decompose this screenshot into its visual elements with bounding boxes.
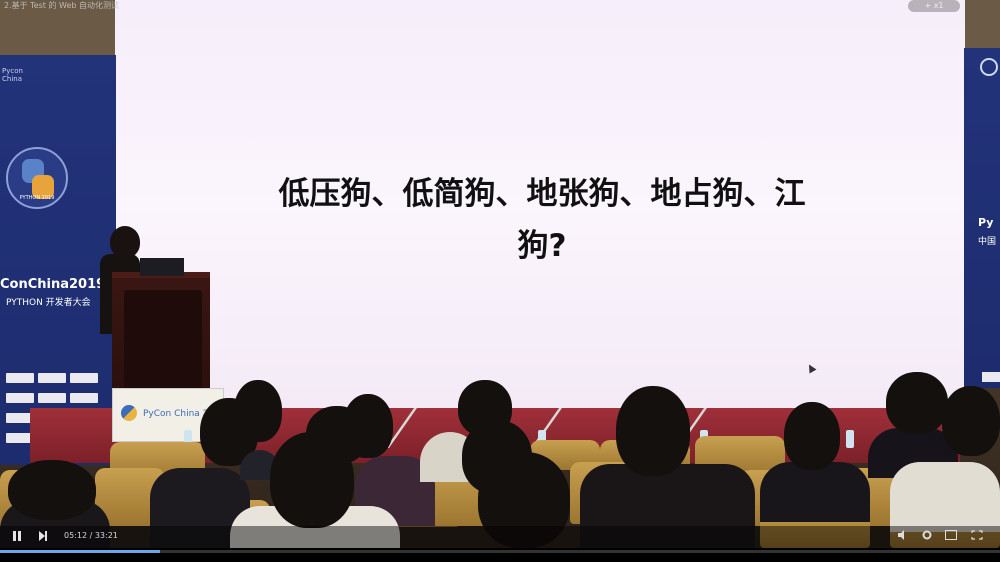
banner-right-subtext: 中国 xyxy=(978,237,997,247)
banner-emblem-icon xyxy=(980,58,998,76)
slide-line-1: 低压狗、低简狗、地张狗、地占狗、江 xyxy=(278,176,806,212)
slide-text: 低压狗、低简狗、地张狗、地占狗、江 狗? xyxy=(207,168,877,272)
pause-icon[interactable] xyxy=(12,530,22,547)
time-display: 05:12 / 33:21 xyxy=(64,531,118,540)
mouse-cursor-icon xyxy=(805,362,817,374)
wall-left xyxy=(0,0,115,60)
podium-front xyxy=(124,290,202,390)
audience-head xyxy=(886,372,948,434)
speaker-head xyxy=(110,226,140,258)
python-logo-icon: PYTHON 2019 xyxy=(6,147,68,209)
picture-in-picture-icon[interactable] xyxy=(944,530,958,542)
pycon-logo-icon xyxy=(121,405,137,421)
laptop xyxy=(140,258,184,276)
audience-head xyxy=(8,460,96,520)
progress-track[interactable] xyxy=(0,550,1000,553)
audience-head xyxy=(784,402,840,470)
fullscreen-icon[interactable] xyxy=(970,530,984,542)
slide-line-2: 狗? xyxy=(517,228,567,264)
audience-member xyxy=(760,462,870,522)
banner-tag: Pycon China xyxy=(2,67,23,83)
volume-icon[interactable] xyxy=(896,530,910,542)
banner-right-sponsor xyxy=(982,372,1000,382)
gear-icon[interactable] xyxy=(920,530,934,542)
banner-subtitle: PYTHON 开发者大会 xyxy=(6,298,91,308)
water-bottle xyxy=(538,430,546,448)
wall-right xyxy=(965,0,1000,50)
audience-head xyxy=(942,386,1000,456)
conference-banner-left: Pycon China PYTHON 2019 ConChina2019 PYT… xyxy=(0,55,116,465)
audience-head xyxy=(306,406,368,464)
projection-screen: 低压狗、低简狗、地张狗、地占狗、江 狗? xyxy=(115,0,965,412)
water-bottle xyxy=(184,430,192,448)
video-title: 2.基于 Test 的 Web 自动化测试 xyxy=(4,1,119,10)
audience-head xyxy=(616,386,690,476)
banner-conference-name: ConChina2019 xyxy=(0,277,106,292)
video-top-bar: 2.基于 Test 的 Web 自动化测试 + x1 xyxy=(0,0,1000,12)
banner-right-text: Py xyxy=(978,216,994,229)
audience-head xyxy=(478,452,570,548)
conference-banner-right: Py 中国 xyxy=(964,48,1000,388)
podium-sign-text: PyCon China 2 xyxy=(143,409,209,419)
playback-speed-badge[interactable]: + x1 xyxy=(908,0,960,12)
audience-head xyxy=(234,380,282,442)
logo-year: PYTHON 2019 xyxy=(19,195,55,201)
progress-fill xyxy=(0,550,160,553)
next-icon[interactable] xyxy=(38,530,48,547)
audience-member xyxy=(890,462,1000,532)
video-controls xyxy=(0,526,1000,548)
water-bottle xyxy=(846,430,854,448)
audience-member xyxy=(580,464,755,548)
